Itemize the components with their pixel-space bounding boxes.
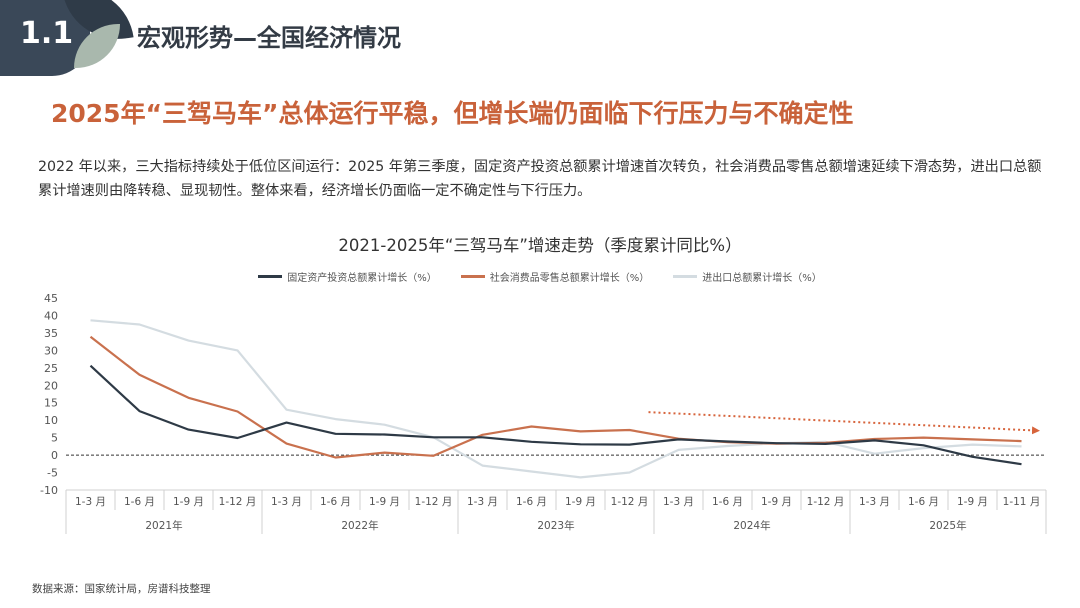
- x-tick-label: 1-3 月: [663, 496, 694, 508]
- x-tick-label: 1-3 月: [271, 496, 302, 508]
- x-group-label: 2024年: [733, 519, 770, 532]
- legend-swatch-retail: [460, 275, 485, 278]
- series-lines: [89, 319, 1022, 479]
- legend-swatch-trade: [673, 275, 698, 278]
- legend-label-retail: 社会消费品零售总额累计增长（%）: [489, 273, 650, 284]
- x-tick-label: 1-11 月: [1003, 496, 1041, 508]
- legend-label-trade: 进出口总额累计增长（%）: [702, 273, 822, 284]
- x-tick-label: 1-12 月: [415, 496, 453, 508]
- y-tick-label: 30: [44, 344, 58, 357]
- x-tick-label: 1-12 月: [219, 496, 257, 508]
- legend-label-investment: 固定资产投资总额累计增长（%）: [287, 273, 437, 284]
- header-decoration: 1.1: [0, 0, 140, 80]
- body-paragraph: 2022 年以来，三大指标持续处于低位区间运行：2025 年第三季度，固定资产投…: [38, 159, 1042, 199]
- x-tick-label: 1-12 月: [611, 496, 649, 508]
- y-tick-label: 35: [44, 327, 58, 340]
- x-group-label: 2023年: [537, 519, 574, 532]
- y-tick-label: -5: [47, 467, 58, 480]
- x-tick-label: 1-9 月: [369, 496, 400, 508]
- chart-legend: 固定资产投资总额累计增长（%） 社会消费品零售总额累计增长（%） 进出口总额累计…: [0, 269, 1080, 284]
- series-line-investment: [89, 364, 1022, 466]
- y-tick-label: 5: [51, 432, 58, 445]
- headline: 2025年“三驾马车”总体运行平稳，但增长端仍面临下行压力与不确定性: [51, 99, 854, 128]
- x-group-label: 2025年: [929, 519, 966, 532]
- series-line-retail: [89, 335, 1022, 459]
- y-tick-label: 15: [44, 397, 58, 410]
- y-tick-label: -10: [40, 484, 58, 497]
- x-tick-label: 1-6 月: [712, 496, 743, 508]
- x-axis: 1-3 月 1-6 月 1-9 月 1-12 月 1-3 月 1-6 月 1-9 月 1-12…: [65, 489, 1047, 534]
- section-number: 1.1: [20, 16, 74, 51]
- legend-item-investment: 固定资产投资总额累计增长（%）: [258, 269, 437, 284]
- y-tick-label: 40: [44, 309, 58, 322]
- x-tick-label: 1-9 月: [173, 496, 204, 508]
- x-tick-label: 1-6 月: [516, 496, 547, 508]
- x-tick-label: 1-3 月: [467, 496, 498, 508]
- x-tick-label: 1-6 月: [320, 496, 351, 508]
- y-tick-label: 25: [44, 362, 58, 375]
- y-tick-label: 10: [44, 414, 58, 427]
- x-tick-label: 1-3 月: [75, 496, 106, 508]
- annotation-layer: [648, 411, 1040, 435]
- x-tick-label: 1-3 月: [859, 496, 890, 508]
- y-axis: -10 -5 0 5 10 15 20 25 30 35 40 45: [40, 292, 1046, 497]
- x-tick-label: 1-9 月: [565, 496, 596, 508]
- x-tick-label: 1-9 月: [957, 496, 988, 508]
- section-title: 宏观形势—全国经济情况: [137, 24, 401, 52]
- series-line-trade: [90, 319, 1022, 479]
- trend-arrow: [648, 411, 1040, 435]
- x-tick-label: 1-6 月: [124, 496, 155, 508]
- y-tick-label: 0: [51, 449, 58, 462]
- x-group-label: 2022年: [341, 519, 378, 532]
- legend-item-trade: 进出口总额累计增长（%）: [673, 269, 822, 284]
- y-tick-label: 45: [44, 292, 58, 305]
- legend-swatch-investment: [258, 275, 283, 278]
- legend-item-retail: 社会消费品零售总额累计增长（%）: [460, 269, 650, 284]
- x-group-label: 2021年: [145, 519, 182, 532]
- chart-title: 2021-2025年“三驾马车”增速走势（季度累计同比%）: [338, 236, 742, 255]
- y-tick-label: 20: [44, 379, 58, 392]
- x-tick-label: 1-9 月: [761, 496, 792, 508]
- data-source-note: 数据来源：国家统计局，房谱科技整理: [32, 583, 211, 595]
- x-tick-label: 1-6 月: [908, 496, 939, 508]
- x-tick-label: 1-12 月: [807, 496, 845, 508]
